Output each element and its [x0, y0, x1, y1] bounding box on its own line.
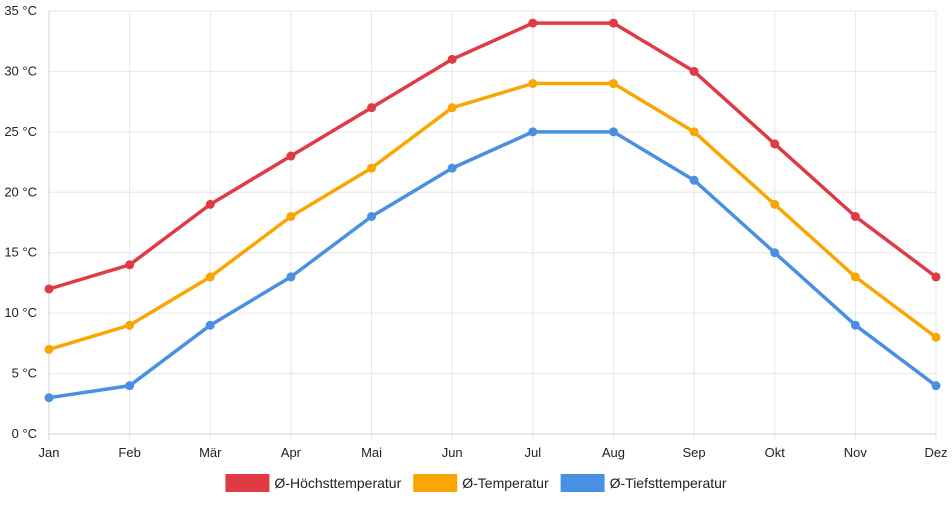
y-tick-label: 10 °C [4, 305, 37, 320]
legend-swatch [560, 474, 605, 492]
series-1 [44, 18, 941, 294]
x-tick-label: Jul [525, 445, 542, 460]
data-point[interactable] [850, 320, 860, 330]
x-tick-label: Jun [442, 445, 463, 460]
data-point[interactable] [367, 211, 377, 221]
x-tick-label: Apr [281, 445, 302, 460]
data-point[interactable] [205, 199, 215, 209]
data-point[interactable] [125, 260, 135, 270]
x-tick-label: Mai [361, 445, 382, 460]
x-axis-ticks: Jan Feb Mär Apr Mai Jun Jul Aug Sep Okt Nov Dez [39, 445, 948, 460]
data-point[interactable] [205, 320, 215, 330]
x-tick-label: Nov [844, 445, 868, 460]
legend-swatch [413, 474, 458, 492]
legend-label: Ø-Temperatur [462, 475, 549, 491]
data-point[interactable] [608, 18, 618, 28]
data-point[interactable] [447, 163, 457, 173]
data-point[interactable] [528, 18, 538, 28]
data-point[interactable] [44, 393, 54, 403]
data-point[interactable] [286, 211, 296, 221]
y-tick-label: 25 °C [4, 124, 37, 139]
data-point[interactable] [528, 79, 538, 89]
legend: Ø-Höchsttemperatur Ø-Temperatur Ø-Tiefstte… [225, 474, 727, 492]
series-line [47, 81, 938, 352]
y-tick-label: 30 °C [4, 63, 37, 78]
x-tick-label: Dez [924, 445, 947, 460]
x-tick-label: Feb [118, 445, 140, 460]
legend-label: Ø-Höchsttemperatur [274, 475, 401, 491]
data-point[interactable] [205, 272, 215, 282]
series-line [47, 130, 938, 400]
legend-swatch [225, 474, 270, 492]
data-point[interactable] [931, 272, 941, 282]
data-point[interactable] [770, 199, 780, 209]
y-tick-label: 5 °C [12, 366, 37, 381]
data-point[interactable] [931, 381, 941, 391]
x-tick-label: Sep [683, 445, 706, 460]
data-point[interactable] [286, 151, 296, 161]
legend-item[interactable]: Ø-Temperatur [413, 474, 549, 492]
data-point[interactable] [528, 127, 538, 137]
data-point[interactable] [770, 139, 780, 149]
data-point[interactable] [367, 163, 377, 173]
y-tick-label: 0 °C [12, 426, 37, 441]
series-2 [44, 79, 941, 354]
x-tick-label: Jan [39, 445, 60, 460]
grid [48, 10, 937, 440]
legend-label: Ø-Tiefsttemperatur [610, 475, 727, 491]
data-point[interactable] [447, 103, 457, 113]
data-point[interactable] [44, 284, 54, 294]
data-point[interactable] [367, 103, 377, 113]
legend-item[interactable]: Ø-Tiefsttemperatur [560, 474, 727, 492]
y-tick-label: 20 °C [4, 184, 37, 199]
y-axis-ticks: 0 °C 5 °C 10 °C 15 °C 20 °C 25 °C 30 °C 35 °C [4, 3, 37, 441]
y-tick-label: 35 °C [4, 3, 37, 18]
data-point[interactable] [608, 79, 618, 89]
data-point[interactable] [447, 54, 457, 64]
data-point[interactable] [125, 320, 135, 330]
legend-item[interactable]: Ø-Höchsttemperatur [225, 474, 402, 492]
data-point[interactable] [931, 332, 941, 342]
data-point[interactable] [850, 211, 860, 221]
data-point[interactable] [689, 127, 699, 137]
data-point[interactable] [608, 127, 618, 137]
data-point[interactable] [770, 248, 780, 258]
y-tick-label: 15 °C [4, 245, 37, 260]
data-point[interactable] [850, 272, 860, 282]
data-point[interactable] [689, 175, 699, 185]
series-line [47, 21, 938, 291]
x-tick-label: Mär [199, 445, 222, 460]
data-point[interactable] [44, 344, 54, 354]
series-3 [44, 127, 941, 403]
series [44, 18, 941, 403]
x-tick-label: Okt [765, 445, 786, 460]
data-point[interactable] [286, 272, 296, 282]
data-point[interactable] [125, 381, 135, 391]
data-point[interactable] [689, 66, 699, 76]
x-tick-label: Aug [602, 445, 625, 460]
